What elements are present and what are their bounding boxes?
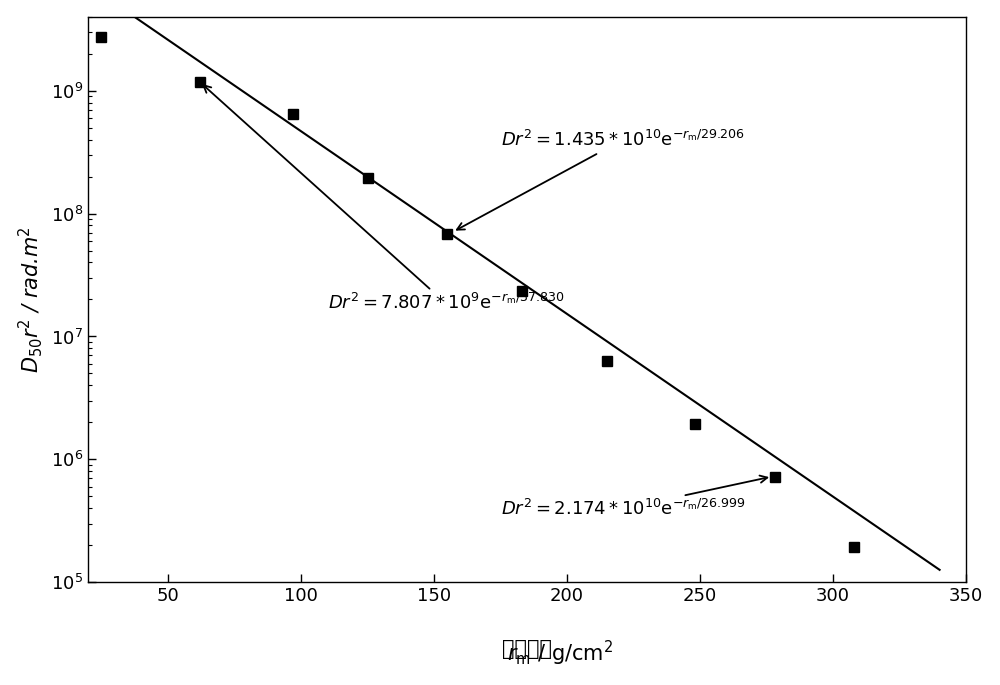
Text: $Dr^2=7.807*10^{9}\mathrm{e}^{-r_{\mathrm{m}}/37.830}$: $Dr^2=7.807*10^{9}\mathrm{e}^{-r_{\mathr… [203,85,564,314]
Text: 质量距离: 质量距离 [502,639,552,659]
Y-axis label: $D_{50}r^2$ / rad.m$^2$: $D_{50}r^2$ / rad.m$^2$ [17,226,45,373]
Text: $Dr^2=1.435*10^{10}\mathrm{e}^{-r_{\mathrm{m}}/29.206}$: $Dr^2=1.435*10^{10}\mathrm{e}^{-r_{\math… [457,130,745,229]
Text: $r_{\mathrm{m}}$ / g/cm$^2$: $r_{\mathrm{m}}$ / g/cm$^2$ [441,639,613,668]
Text: $Dr^2=2.174*10^{10}\mathrm{e}^{-r_{\mathrm{m}}/26.999}$: $Dr^2=2.174*10^{10}\mathrm{e}^{-r_{\math… [501,475,767,519]
